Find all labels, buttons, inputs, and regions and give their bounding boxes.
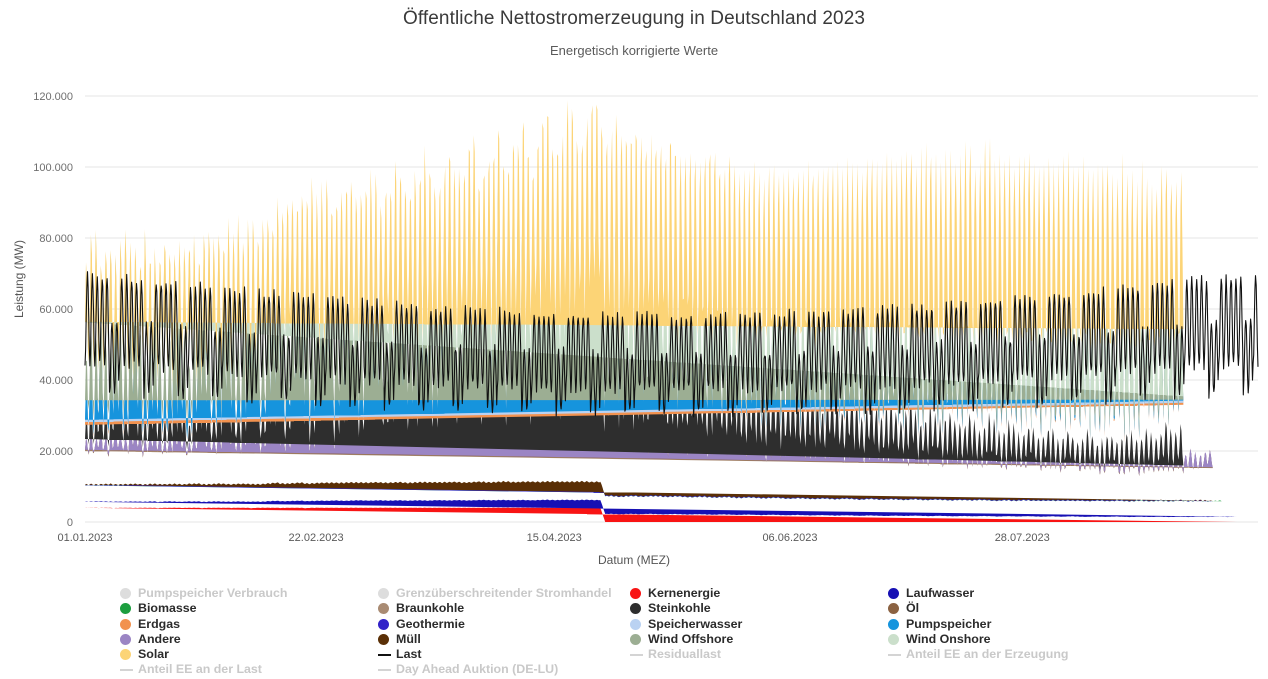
legend-dot-swatch	[378, 588, 389, 600]
legend-dot-swatch	[888, 603, 899, 615]
legend-item-label: Wind Onshore	[906, 631, 991, 646]
legend-dot-swatch	[120, 634, 131, 646]
y-axis-tick: 20.000	[39, 446, 73, 458]
x-axis-tick: 22.02.2023	[289, 532, 344, 544]
stacked-area-plot: 0 20.000 40.000 60.000 80.000 100.000 120.000 0…	[33, 91, 1259, 544]
legend-dot-swatch	[378, 634, 389, 646]
legend-item-biomasse[interactable]: Biomasse	[120, 601, 378, 616]
legend-item-grenzuberschreitender-stromhandel[interactable]: Grenzüberschreitender Stromhandel	[378, 586, 636, 601]
area-band-mull	[85, 480, 1213, 502]
legend-item-label: Anteil EE an der Erzeugung	[906, 647, 1069, 662]
area-band-wind offshore	[85, 153, 1184, 439]
legend-item-label: Andere	[138, 631, 181, 646]
legend-line-swatch	[630, 653, 643, 656]
y-axis-tick: 120.000	[33, 91, 73, 103]
legend-item-label: Solar	[138, 647, 169, 662]
chart-title: Öffentliche Nettostromerzeugung in Deuts…	[402, 8, 866, 29]
legend-dot-swatch	[378, 618, 389, 630]
area-band-solar	[85, 100, 1184, 394]
legend-item-label: Kernenergie	[648, 586, 721, 600]
legend-item-label: Geothermie	[396, 616, 465, 631]
legend-item-label: Öl	[906, 601, 920, 616]
legend-item-residuallast[interactable]: Residuallast	[630, 647, 888, 662]
legend-item-erdgas[interactable]: Erdgas	[120, 617, 378, 632]
legend-column-2: Grenzüberschreitender Stromhandel Braunko…	[378, 586, 636, 678]
area-band-steinkohle	[85, 279, 1184, 470]
legend-column-1: Pumpspeicher Verbrauch Biomasse Erdgas Ande…	[120, 586, 378, 678]
legend-item-ol[interactable]: Öl	[888, 601, 1146, 616]
load-line-last	[84, 271, 1259, 418]
legend-item-label: Anteil EE an der Last	[138, 662, 262, 677]
x-axis-tick: 01.01.2023	[57, 532, 112, 544]
legend-item-label: Biomasse	[138, 601, 197, 616]
legend-dot-swatch	[120, 603, 131, 615]
legend-item-solar[interactable]: Solar	[120, 647, 378, 662]
legend-item-geothermie[interactable]: Geothermie	[378, 617, 636, 632]
y-axis-tick: 80.000	[39, 233, 73, 245]
x-axis-tick: 06.06.2023	[762, 532, 817, 544]
legend-item-label: Pumpspeicher Verbrauch	[138, 586, 288, 600]
legend-dot-swatch	[630, 618, 641, 630]
legend-dot-swatch	[888, 588, 899, 600]
legend-item-braunkohle[interactable]: Braunkohle	[378, 601, 636, 616]
legend-item-andere[interactable]: Andere	[120, 632, 378, 647]
legend-item-label: Braunkohle	[396, 601, 465, 616]
legend-item-pumpspeicher[interactable]: Pumpspeicher	[888, 617, 1146, 632]
legend-dot-swatch	[120, 588, 131, 600]
legend-item-label: Laufwasser	[906, 586, 975, 600]
plot-area: 0 20.000 40.000 60.000 80.000 100.000 120.000 0…	[12, 91, 1259, 544]
legend-dot-swatch	[888, 618, 899, 630]
legend-item-laufwasser[interactable]: Laufwasser	[888, 586, 1146, 601]
legend-column-4: Laufwasser Öl Pumpspeicher Wind Onshore Ante…	[888, 586, 1146, 662]
legend-line-swatch	[888, 653, 901, 656]
legend-dot-swatch	[630, 634, 641, 646]
x-axis-tick: 28.07.2023	[995, 532, 1050, 544]
legend-line-swatch	[378, 653, 391, 656]
y-axis-tick: 0	[67, 517, 73, 529]
legend-item-speicherwasser[interactable]: Speicherwasser	[630, 617, 888, 632]
legend-item-label: Speicherwasser	[648, 616, 743, 631]
legend-item-anteil-ee-an-der-last[interactable]: Anteil EE an der Last	[120, 662, 378, 677]
legend-item-anteil-ee-an-der-erzeugung[interactable]: Anteil EE an der Erzeugung	[888, 647, 1146, 662]
legend-item-label: Steinkohle	[648, 601, 711, 616]
y-axis-tick: 100.000	[33, 162, 73, 174]
legend-item-pumpspeicher-verbrauch[interactable]: Pumpspeicher Verbrauch	[120, 586, 378, 601]
legend-item-label: Residuallast	[648, 647, 721, 662]
chart-subtitle: Energetisch korrigierte Werte	[549, 43, 719, 58]
legend-dot-swatch	[630, 603, 641, 615]
legend-item-wind-onshore[interactable]: Wind Onshore	[888, 632, 1146, 647]
legend-item-steinkohle[interactable]: Steinkohle	[630, 601, 888, 616]
legend-line-swatch	[378, 669, 391, 672]
legend-item-label: Wind Offshore	[648, 631, 734, 646]
x-axis-label: Datum (MEZ)	[598, 553, 670, 567]
area-band-laufwasser	[85, 499, 1238, 518]
y-axis-tick: 60.000	[39, 304, 73, 316]
chart-legend: Pumpspeicher Verbrauch Biomasse Erdgas Ande…	[0, 586, 1268, 679]
legend-column-3: Kernenergie Steinkohle Speicherwasser Wind …	[630, 586, 888, 662]
legend-item-label: Pumpspeicher	[906, 616, 992, 631]
legend-item-wind-offshore[interactable]: Wind Offshore	[630, 632, 888, 647]
legend-item-mull[interactable]: Müll	[378, 632, 636, 647]
legend-item-label: Last	[396, 647, 422, 662]
y-axis-tick: 40.000	[39, 375, 73, 387]
area-band-kernenergie	[85, 507, 1238, 522]
y-axis-label: Leistung (MW)	[12, 239, 26, 319]
legend-item-day-ahead-auktion-de-lu[interactable]: Day Ahead Auktion (DE-LU)	[378, 662, 636, 677]
legend-item-kernenergie[interactable]: Kernenergie	[630, 586, 888, 601]
legend-dot-swatch	[378, 603, 389, 615]
x-axis-tick: 15.04.2023	[527, 532, 582, 544]
legend-item-last[interactable]: Last	[378, 647, 636, 662]
legend-item-label: Müll	[396, 631, 421, 646]
legend-line-swatch	[120, 669, 133, 672]
legend-item-label: Erdgas	[138, 616, 181, 631]
legend-dot-swatch	[630, 588, 641, 600]
legend-item-label: Grenzüberschreitender Stromhandel	[396, 586, 612, 600]
legend-item-label: Day Ahead Auktion (DE-LU)	[396, 662, 559, 677]
legend-dot-swatch	[888, 634, 899, 646]
legend-dot-swatch	[120, 618, 131, 630]
legend-dot-swatch	[120, 649, 131, 661]
